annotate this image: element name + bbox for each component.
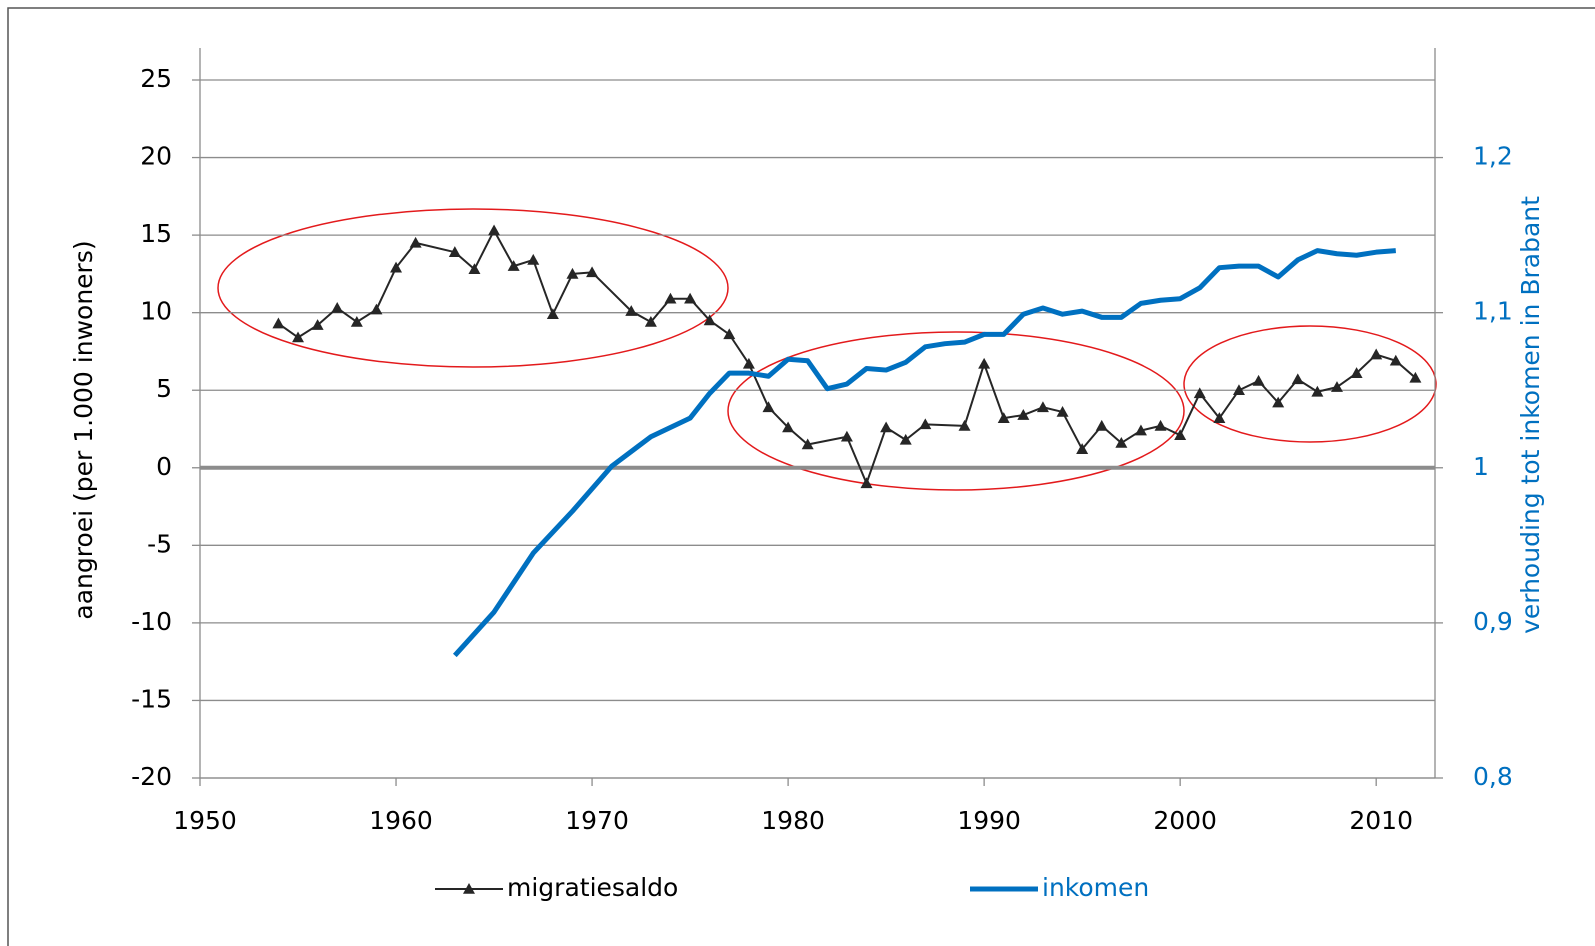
y2-tick-label: 1 (1473, 452, 1489, 481)
x-tick-label: 2010 (1349, 806, 1413, 835)
point-marker (664, 292, 677, 304)
y-tick-label: 10 (140, 297, 172, 326)
y2-tick-label: 1,1 (1473, 297, 1513, 326)
series-line (452, 248, 1396, 658)
highlight-ellipses (217, 208, 1437, 491)
point-marker (860, 477, 873, 489)
point-marker (1095, 419, 1108, 431)
legend-label: migratiesaldo (507, 873, 678, 902)
point-marker (350, 315, 363, 327)
point-marker (1036, 401, 1049, 413)
point-marker (1252, 374, 1265, 386)
x-tick-label: 1950 (173, 806, 237, 835)
legend-marker (463, 883, 475, 894)
y-axis-title: aangroei (per 1.000 inwoners) (69, 240, 98, 619)
point-marker (684, 292, 697, 304)
point-marker (448, 246, 461, 257)
y-tick-label: 0 (156, 452, 172, 481)
y2-axis-title: verhouding tot inkomen in Brabant (1516, 196, 1545, 634)
x-tick-label: 2000 (1153, 806, 1217, 835)
y2-tick-label: 0,9 (1473, 607, 1513, 636)
point-marker (958, 419, 971, 431)
point-marker (801, 438, 814, 450)
point-marker (997, 412, 1010, 423)
grid (200, 79, 1435, 779)
y-tick-label: -5 (147, 529, 172, 558)
point-marker (1134, 424, 1147, 436)
legend-label: inkomen (1042, 873, 1149, 902)
point-marker (1213, 412, 1226, 423)
point-marker (1193, 387, 1206, 399)
point-marker (292, 331, 305, 343)
point-marker (390, 261, 403, 273)
point-marker (311, 319, 324, 330)
point-marker (723, 328, 736, 340)
point-marker (409, 236, 422, 248)
point-marker (1272, 396, 1285, 408)
point-marker (1291, 373, 1304, 385)
point-marker (331, 302, 344, 313)
point-marker (468, 263, 481, 275)
point-marker (1389, 354, 1402, 366)
point-marker (899, 433, 912, 445)
y-tick-label: 5 (156, 374, 172, 403)
point-marker (1115, 436, 1128, 448)
point-marker (919, 418, 932, 430)
x-tick-label: 1970 (565, 806, 629, 835)
point-marker (488, 224, 501, 236)
y-tick-label: -20 (131, 762, 172, 791)
chart-frame (7, 7, 1595, 946)
point-marker (527, 253, 540, 265)
point-marker (1370, 348, 1383, 360)
point-marker (782, 421, 795, 433)
point-marker (1232, 384, 1245, 396)
ellipse (727, 331, 1185, 491)
y2-tick-label: 0,8 (1473, 762, 1513, 791)
point-marker (840, 430, 853, 442)
y-tick-label: -15 (131, 684, 172, 713)
point-marker (625, 305, 638, 316)
point-marker (978, 357, 991, 369)
point-marker (644, 315, 657, 327)
point-marker (507, 260, 520, 271)
point-marker (586, 266, 599, 278)
ellipse (217, 208, 729, 368)
point-marker (1330, 381, 1343, 392)
point-marker (742, 357, 755, 369)
y-tick-label: 15 (140, 219, 172, 248)
x-tick-label: 1980 (761, 806, 825, 835)
point-marker (703, 314, 716, 326)
point-marker (370, 303, 383, 315)
point-marker (1154, 419, 1167, 431)
point-marker (1056, 405, 1069, 417)
y-tick-label: -10 (131, 607, 172, 636)
point-marker (566, 267, 579, 279)
point-marker (272, 317, 285, 329)
y-tick-label: 25 (140, 64, 172, 93)
x-tick-label: 1990 (957, 806, 1021, 835)
point-marker (1017, 409, 1030, 420)
point-marker (880, 421, 893, 433)
point-marker (1311, 385, 1324, 397)
point-marker (1409, 371, 1422, 383)
point-marker (1350, 367, 1363, 378)
point-marker (1076, 443, 1089, 454)
ellipse (1183, 325, 1437, 443)
y-tick-label: 20 (140, 142, 172, 171)
point-marker (546, 308, 559, 320)
point-marker (762, 401, 775, 413)
y2-tick-label: 1,2 (1473, 142, 1513, 171)
x-tick-label: 1960 (369, 806, 433, 835)
point-marker (1174, 429, 1187, 441)
